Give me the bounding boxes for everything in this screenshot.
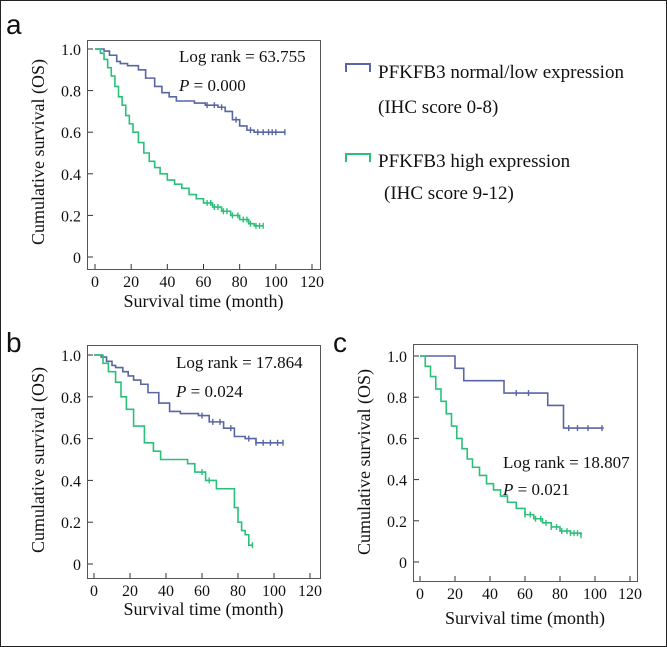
y-tick-label-b: 1.0 xyxy=(61,348,81,365)
x-tick-label-c: 80 xyxy=(552,586,568,603)
x-axis-label-a: Survival time (month) xyxy=(124,291,284,312)
x-tick-label-c: 60 xyxy=(517,586,533,603)
plot-frame-c xyxy=(413,344,638,582)
x-tick-label-a: 20 xyxy=(123,274,139,291)
p-symbol-c: P xyxy=(502,480,513,499)
log-rank-stat-a: Log rank = 63.755 xyxy=(179,47,306,66)
panel-a: 0 0.2 0.4 0.6 0.8 1.0 0 20 40 60 80 100 120 Survival … xyxy=(28,40,324,312)
panel-c: 0 0.2 0.4 0.6 0.8 1.0 0 20 40 60 80 100 120 Survival … xyxy=(354,344,642,629)
panel-letter-b: b xyxy=(6,327,22,358)
x-tick-label-b: 100 xyxy=(262,583,286,600)
x-axis-label-c: Survival time (month) xyxy=(445,608,605,629)
x-tick-label-b: 80 xyxy=(230,583,246,600)
x-tick-label-b: 60 xyxy=(194,583,210,600)
legend-label-low: PFKFB3 normal/low expression xyxy=(378,62,624,83)
legend-sub-high: (IHC score 9-12) xyxy=(384,183,514,204)
x-tick-label-c: 100 xyxy=(583,586,607,603)
y-tick-label-a: 0.2 xyxy=(61,208,81,225)
y-tick-label-c: 1.0 xyxy=(387,349,407,366)
y-tick-label-a: 1.0 xyxy=(61,42,81,59)
y-axis-label-a: Cumulative survival (OS) xyxy=(28,59,49,245)
y-tick-label-b: 0.6 xyxy=(61,432,81,449)
y-tick-label-c: 0.8 xyxy=(387,390,407,407)
y-tick-label-a: 0.8 xyxy=(61,84,81,101)
x-tick-label-a: 60 xyxy=(196,274,212,291)
plot-frame-a xyxy=(87,40,321,270)
y-axis-label-c: Cumulative survival (OS) xyxy=(354,369,375,555)
p-value-text-c: = 0.021 xyxy=(513,480,569,499)
p-value-text-b: = 0.024 xyxy=(186,382,243,401)
plot-frame-b xyxy=(87,345,321,579)
y-tick-label-b: 0.8 xyxy=(61,390,81,407)
panels: 0 0.2 0.4 0.6 0.8 1.0 0 20 40 60 80 100 120 Survival … xyxy=(28,40,642,629)
log-rank-stat-b: Log rank = 17.864 xyxy=(176,353,303,372)
y-tick-label-b: 0.2 xyxy=(61,515,81,532)
x-tick-label-a: 80 xyxy=(232,274,248,291)
y-tick-label-b: 0 xyxy=(73,557,81,574)
y-tick-label-a: 0.4 xyxy=(61,167,81,184)
y-axis-label-b: Cumulative survival (OS) xyxy=(28,367,49,553)
survival-curve-high-c xyxy=(420,355,582,536)
p-symbol-a: P xyxy=(178,76,189,95)
y-tick-label-c: 0.4 xyxy=(387,473,407,490)
y-tick-label-c: 0.2 xyxy=(387,514,407,531)
x-tick-label-c: 120 xyxy=(618,586,642,603)
x-tick-label-b: 40 xyxy=(158,583,174,600)
x-tick-label-c: 20 xyxy=(447,586,463,603)
p-value-b: P = 0.024 xyxy=(175,382,243,401)
x-tick-label-b: 120 xyxy=(298,583,322,600)
survival-curve-low-c xyxy=(420,355,604,429)
y-tick-label-a: 0 xyxy=(73,250,81,267)
legend-swatch-high xyxy=(345,153,371,162)
legend-sub-low: (IHC score 0-8) xyxy=(378,97,498,118)
x-tick-label-a: 100 xyxy=(264,274,288,291)
p-value-a: P = 0.000 xyxy=(178,76,246,95)
panel-letter-a: a xyxy=(6,9,22,40)
panel-letter-c: c xyxy=(333,327,347,358)
y-tick-label-c: 0 xyxy=(399,555,407,572)
x-axis-label-b: Survival time (month) xyxy=(124,599,284,620)
x-tick-label-b: 0 xyxy=(90,583,98,600)
survival-curve-high-a xyxy=(95,48,264,227)
p-value-c: P = 0.021 xyxy=(502,480,570,499)
x-tick-label-a: 0 xyxy=(91,274,99,291)
y-tick-label-b: 0.4 xyxy=(61,473,81,490)
legend: PFKFB3 normal/low expression (IHC score … xyxy=(345,62,624,204)
survival-curve-high-b xyxy=(94,354,253,546)
x-tick-label-b: 20 xyxy=(122,583,138,600)
legend-label-high: PFKFB3 high expression xyxy=(378,151,571,172)
p-symbol-b: P xyxy=(175,382,186,401)
p-value-text-a: = 0.000 xyxy=(189,76,245,95)
legend-swatch-low xyxy=(345,63,371,72)
log-rank-stat-c: Log rank = 18.807 xyxy=(503,453,630,472)
x-tick-label-c: 40 xyxy=(482,586,498,603)
x-tick-label-a: 120 xyxy=(300,274,324,291)
survival-curve-low-a xyxy=(95,48,285,133)
x-tick-label-c: 0 xyxy=(416,586,424,603)
y-tick-label-a: 0.6 xyxy=(61,125,81,142)
panel-b: 0 0.2 0.4 0.6 0.8 1.0 0 20 40 60 80 100 120 Survival … xyxy=(28,345,322,620)
y-tick-label-c: 0.6 xyxy=(387,431,407,448)
x-tick-label-a: 40 xyxy=(159,274,175,291)
